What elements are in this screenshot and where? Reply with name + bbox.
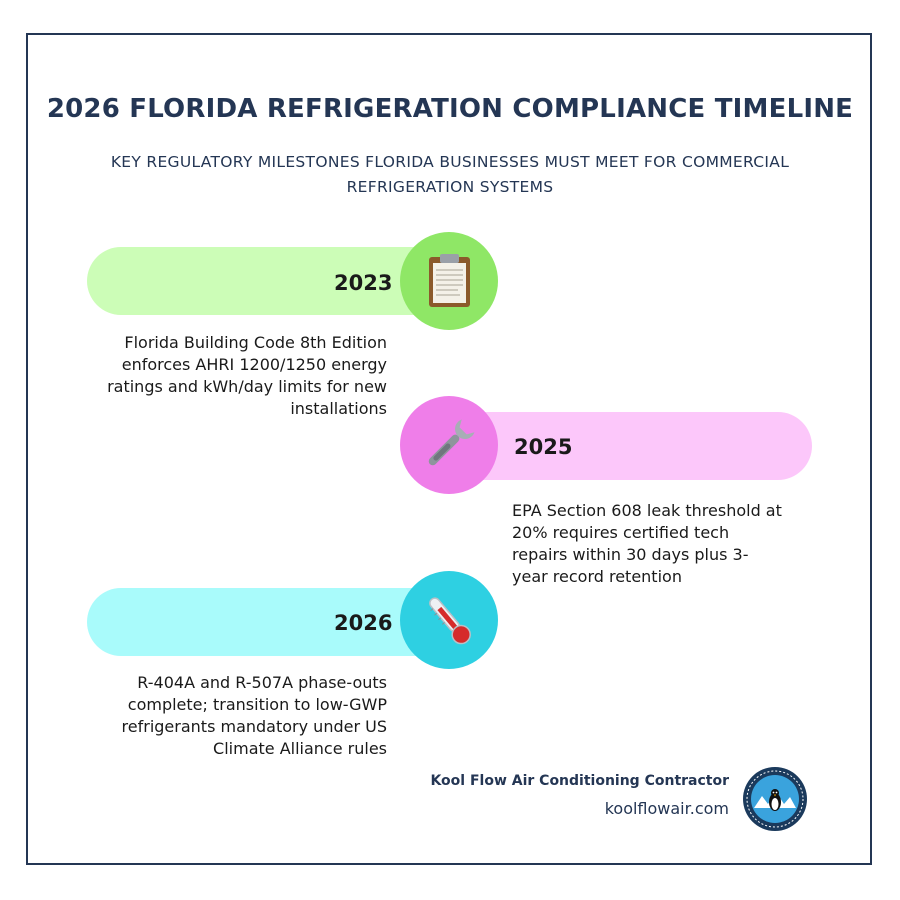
milestone-description-2023: Florida Building Code 8th Edition enforc…: [107, 333, 387, 418]
infographic-frame: [26, 33, 872, 865]
company-website[interactable]: koolflowair.com: [604, 799, 729, 818]
page-title: 2026 FLORIDA REFRIGERATION COMPLIANCE TI…: [46, 94, 854, 124]
clipboard-icon: [429, 254, 470, 307]
company-name: Kool Flow Air Conditioning Contractor: [430, 773, 729, 789]
wrench-icon: [428, 419, 475, 466]
milestone-year-2023: 2023: [334, 271, 393, 295]
thermometer-icon: [429, 597, 471, 645]
page-subtitle: KEY REGULATORY MILESTONES FLORIDA BUSINE…: [110, 153, 790, 196]
milestone-description-2026: R-404A and R-507A phase-outs complete; t…: [121, 673, 387, 758]
milestone-description-2025: EPA Section 608 leak threshold at 20% re…: [512, 501, 782, 586]
milestone-circle-2026: [400, 571, 498, 669]
milestone-year-2026: 2026: [334, 611, 393, 635]
milestone-circle-2025: [400, 396, 498, 494]
milestone-circle-2023: [400, 232, 498, 330]
milestone-year-2025: 2025: [514, 435, 573, 459]
kool-flow-logo-icon: [742, 766, 808, 832]
